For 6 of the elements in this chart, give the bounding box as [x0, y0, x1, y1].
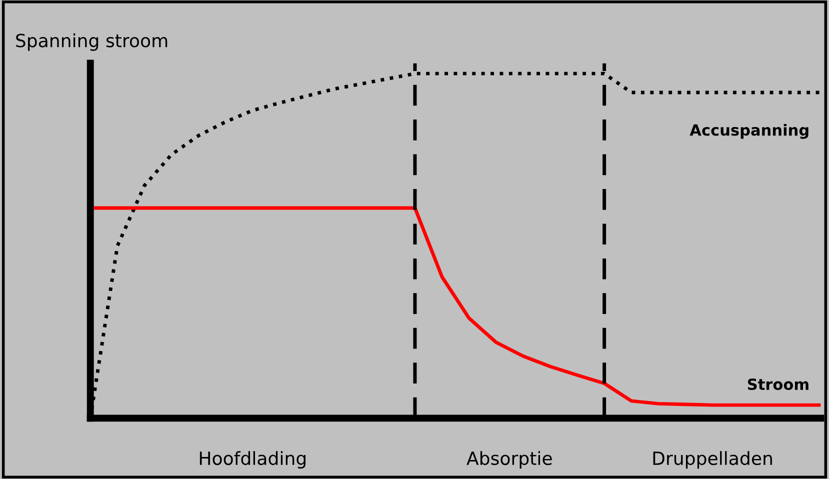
y-axis-title: Spanning stroom — [16, 33, 168, 51]
series-label: Stroom — [748, 378, 808, 390]
text: Accuspanning — [690, 124, 808, 139]
text: Absorptie — [466, 451, 552, 469]
text: Hoofdlading — [200, 451, 306, 469]
text: Druppelladen — [653, 451, 772, 469]
